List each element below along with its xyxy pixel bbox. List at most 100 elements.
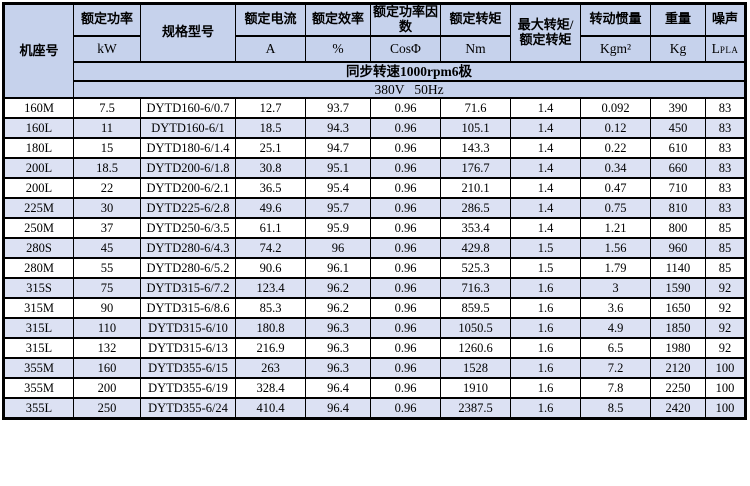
- cell-efficiency: 96.2: [305, 277, 371, 300]
- cell-noise: 83: [705, 117, 746, 140]
- unit-rated-torque: Nm: [440, 34, 511, 63]
- table-row: 180L 15 DYTD180-6/1.4 25.1 94.7 0.96 143.3 1.4 0…: [3, 137, 746, 160]
- cell-torque_ratio: 1.6: [510, 317, 581, 340]
- cell-rated_current: 30.8: [235, 157, 306, 180]
- table-row: 355M 200 DYTD355-6/19 328.4 96.4 0.96 1910 1.6 7…: [3, 377, 746, 400]
- cell-model: DYTD355-6/19: [140, 377, 236, 400]
- cell-efficiency: 96.3: [305, 317, 371, 340]
- cell-rated_current: 263: [235, 357, 306, 380]
- cell-rated_torque: 2387.5: [440, 397, 511, 420]
- cell-rated_power: 132: [73, 337, 141, 360]
- table-row: 280S 45 DYTD280-6/4.3 74.2 96 0.96 429.8 1.5 1.5…: [3, 237, 746, 260]
- cell-rated_current: 18.5: [235, 117, 306, 140]
- cell-torque_ratio: 1.6: [510, 297, 581, 320]
- voltage-band-row: 380V 50Hz: [4, 79, 746, 100]
- unit-power-factor: CosΦ: [370, 34, 441, 63]
- cell-noise: 83: [705, 157, 746, 180]
- cell-model: DYTD250-6/3.5: [140, 217, 236, 240]
- cell-torque_ratio: 1.6: [510, 377, 581, 400]
- cell-rated_torque: 286.5: [440, 197, 511, 220]
- cell-frame: 315L: [3, 337, 74, 360]
- cell-efficiency: 95.1: [305, 157, 371, 180]
- cell-noise: 92: [705, 317, 746, 340]
- unit-noise-sub: PLA: [719, 45, 739, 56]
- cell-inertia: 6.5: [580, 337, 651, 360]
- motor-spec-table: 机座号 额定功率 规格型号 额定电流 额定效率 额定功率因数 额定转矩 最大转矩…: [2, 2, 747, 420]
- cell-rated_torque: 716.3: [440, 277, 511, 300]
- cell-weight: 1590: [650, 277, 706, 300]
- cell-rated_power: 45: [73, 237, 141, 260]
- cell-noise: 85: [705, 237, 746, 260]
- table-header: 机座号 额定功率 规格型号 额定电流 额定效率 额定功率因数 额定转矩 最大转矩…: [3, 2, 746, 100]
- cell-power_factor: 0.96: [370, 137, 441, 160]
- table-row: 280M 55 DYTD280-6/5.2 90.6 96.1 0.96 525.3 1.5 1…: [3, 257, 746, 280]
- cell-inertia: 8.5: [580, 397, 651, 420]
- cell-model: DYTD355-6/15: [140, 357, 236, 380]
- header-rated-power: 额定功率: [73, 2, 141, 37]
- cell-weight: 960: [650, 237, 706, 260]
- cell-model: DYTD225-6/2.8: [140, 197, 236, 220]
- cell-efficiency: 93.7: [305, 97, 371, 120]
- cell-rated_power: 7.5: [73, 97, 141, 120]
- cell-rated_torque: 1910: [440, 377, 511, 400]
- cell-power_factor: 0.96: [370, 357, 441, 380]
- cell-rated_current: 36.5: [235, 177, 306, 200]
- cell-rated_current: 74.2: [235, 237, 306, 260]
- cell-rated_current: 123.4: [235, 277, 306, 300]
- cell-noise: 83: [705, 177, 746, 200]
- header-efficiency: 额定效率: [305, 2, 371, 37]
- sync-speed-band-row: 同步转速1000rpm6极: [4, 60, 746, 82]
- cell-noise: 100: [705, 377, 746, 400]
- unit-noise: LPLA: [705, 34, 746, 63]
- header-inertia: 转动惯量: [580, 2, 651, 37]
- cell-rated_current: 49.6: [235, 197, 306, 220]
- cell-frame: 280S: [3, 237, 74, 260]
- cell-power_factor: 0.96: [370, 337, 441, 360]
- cell-efficiency: 96.1: [305, 257, 371, 280]
- cell-rated_power: 55: [73, 257, 141, 280]
- cell-rated_power: 110: [73, 317, 141, 340]
- cell-rated_torque: 1050.5: [440, 317, 511, 340]
- cell-efficiency: 96: [305, 237, 371, 260]
- cell-torque_ratio: 1.6: [510, 357, 581, 380]
- cell-noise: 92: [705, 337, 746, 360]
- cell-weight: 1650: [650, 297, 706, 320]
- unit-inertia: Kgm²: [580, 34, 651, 63]
- cell-rated_current: 61.1: [235, 217, 306, 240]
- cell-inertia: 7.2: [580, 357, 651, 380]
- cell-model: DYTD280-6/5.2: [140, 257, 236, 280]
- cell-torque_ratio: 1.4: [510, 177, 581, 200]
- cell-torque_ratio: 1.5: [510, 237, 581, 260]
- cell-weight: 450: [650, 117, 706, 140]
- cell-weight: 710: [650, 177, 706, 200]
- table-row: 315L 132 DYTD315-6/13 216.9 96.3 0.96 1260.6 1.…: [3, 337, 746, 360]
- cell-frame: 315S: [3, 277, 74, 300]
- header-torque-ratio: 最大转矩/额定转矩: [510, 2, 581, 63]
- cell-power_factor: 0.96: [370, 397, 441, 420]
- cell-efficiency: 96.3: [305, 357, 371, 380]
- cell-rated_torque: 859.5: [440, 297, 511, 320]
- cell-frame: 160L: [3, 117, 74, 140]
- header-unit-row: kW A % CosΦ Nm Kgm² Kg LPLA: [4, 34, 746, 63]
- cell-efficiency: 96.4: [305, 397, 371, 420]
- cell-frame: 355M: [3, 377, 74, 400]
- header-noise: 噪声: [705, 2, 746, 37]
- cell-power_factor: 0.96: [370, 277, 441, 300]
- cell-inertia: 7.8: [580, 377, 651, 400]
- cell-rated_current: 410.4: [235, 397, 306, 420]
- cell-weight: 610: [650, 137, 706, 160]
- table-row: 160M 7.5 DYTD160-6/0.7 12.7 93.7 0.96 71.6 1.4 0…: [3, 97, 746, 120]
- cell-rated_torque: 353.4: [440, 217, 511, 240]
- cell-weight: 800: [650, 217, 706, 240]
- cell-power_factor: 0.96: [370, 197, 441, 220]
- cell-torque_ratio: 1.4: [510, 197, 581, 220]
- cell-model: DYTD160-6/0.7: [140, 97, 236, 120]
- table-body: 160M 7.5 DYTD160-6/0.7 12.7 93.7 0.96 71.6 1.4 0…: [3, 97, 746, 420]
- cell-weight: 390: [650, 97, 706, 120]
- cell-efficiency: 94.3: [305, 117, 371, 140]
- cell-inertia: 1.21: [580, 217, 651, 240]
- table-row: 200L 18.5 DYTD200-6/1.8 30.8 95.1 0.96 176.7 1.…: [3, 157, 746, 180]
- cell-efficiency: 96.3: [305, 337, 371, 360]
- cell-noise: 83: [705, 197, 746, 220]
- cell-rated_power: 75: [73, 277, 141, 300]
